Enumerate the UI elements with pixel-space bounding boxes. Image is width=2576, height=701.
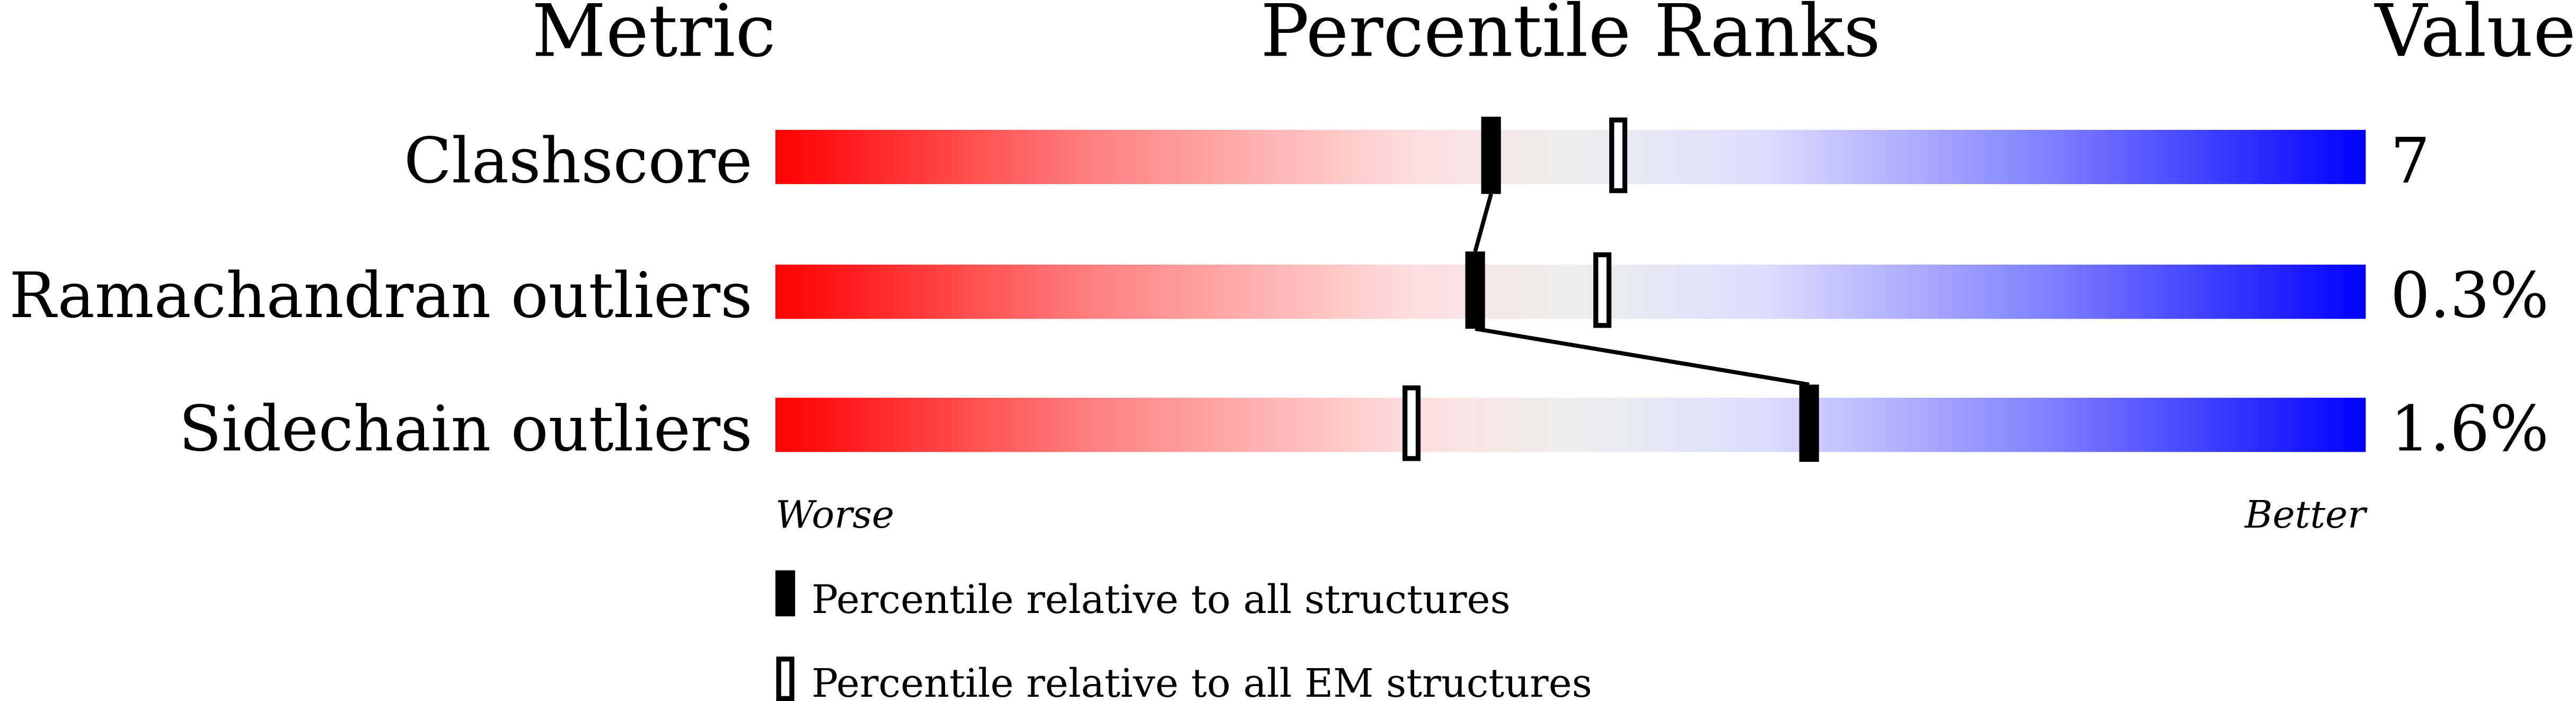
legend-em-swatch: [776, 656, 795, 701]
metric-label: Ramachandran outliers: [9, 259, 752, 332]
marker-em-percentile: [1609, 117, 1628, 194]
marker-all-percentile: [1465, 251, 1485, 329]
marker-em-percentile: [1402, 385, 1421, 461]
connector-line: [1475, 327, 1810, 387]
legend-all-label: Percentile relative to all structures: [811, 576, 1511, 623]
metric-value: 1.6%: [2390, 392, 2549, 465]
axis-label-worse: Worse: [775, 493, 894, 537]
metric-label: Clashscore: [404, 125, 753, 197]
metric-value: 7: [2390, 125, 2430, 197]
percentile-bar: [775, 129, 2366, 185]
header-metric: Metric: [532, 0, 775, 73]
percentile-bar: [775, 398, 2366, 452]
metric-label: Sidechain outliers: [179, 392, 752, 465]
legend-all-swatch: [775, 570, 796, 617]
connector-line: [1473, 193, 1493, 252]
marker-em-percentile: [1593, 252, 1612, 328]
axis-label-better: Better: [2244, 493, 2368, 537]
header-percentile: Percentile Ranks: [1260, 0, 1881, 73]
percentile-bar: [775, 265, 2366, 319]
legend-em-label: Percentile relative to all EM structures: [811, 660, 1592, 701]
marker-all-percentile: [1799, 384, 1819, 462]
header-value: Value: [2374, 0, 2576, 73]
marker-all-percentile: [1481, 117, 1501, 194]
metric-value: 0.3%: [2390, 259, 2549, 332]
